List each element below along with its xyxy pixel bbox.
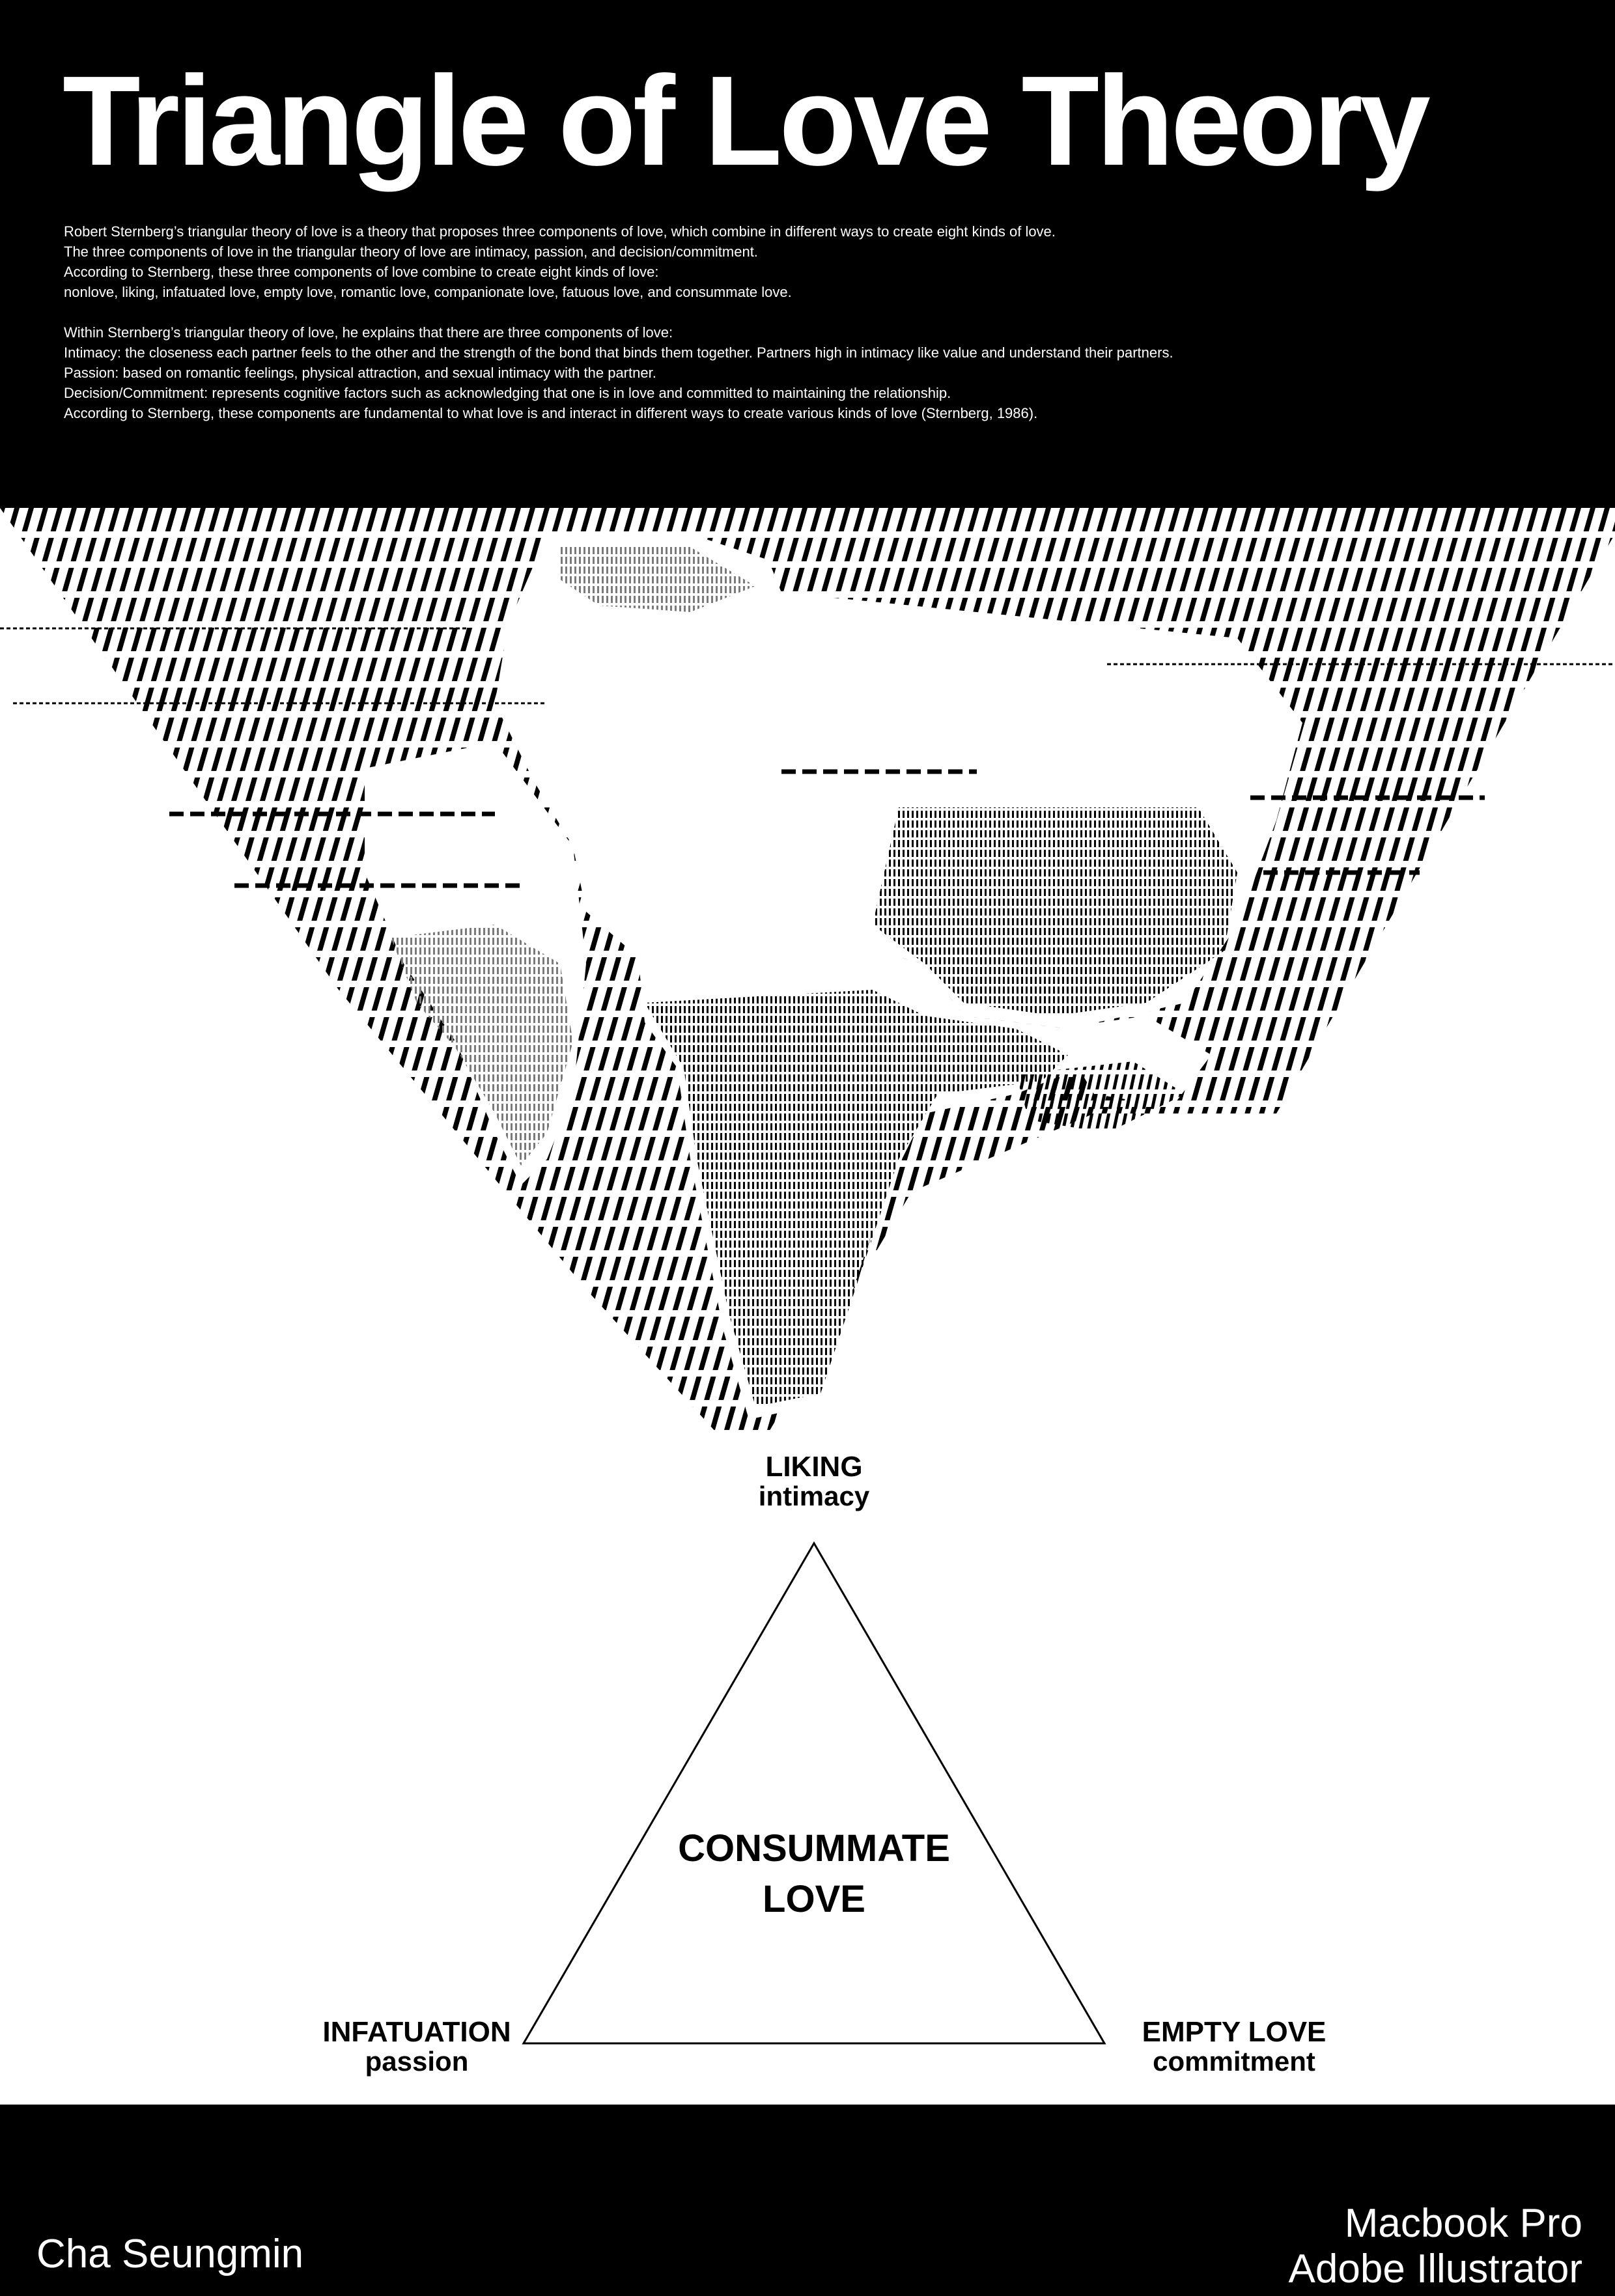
intro-text: Robert Sternberg’s triangular theory of … xyxy=(64,221,1562,423)
intro-line: Robert Sternberg’s triangular theory of … xyxy=(64,223,1056,240)
intro-line: Intimacy: the closeness each partner fee… xyxy=(64,344,1173,361)
commitment-subtitle: commitment xyxy=(1153,2046,1315,2077)
page-title: Triangle of Love Theory xyxy=(63,49,1431,192)
passion-subtitle: passion xyxy=(365,2046,469,2077)
africa-hatch xyxy=(645,990,1068,1407)
author-name: Cha Seungmin xyxy=(36,2232,304,2276)
infatuation-label: INFATUATION passion xyxy=(274,2017,560,2076)
empty-love-label: EMPTY LOVE commitment xyxy=(1101,2017,1368,2076)
liking-label: LIKING intimacy xyxy=(723,1451,905,1512)
hatched-world-map xyxy=(0,508,1615,1446)
center-line-1: CONSUMMATE xyxy=(678,1827,950,1869)
paragraph-gap xyxy=(64,302,1562,322)
intro-line: The three components of love in the tria… xyxy=(64,244,758,260)
america-hatch xyxy=(391,925,573,1166)
consummate-love-label: CONSUMMATE LOVE xyxy=(619,1823,1009,1925)
eurasia-hatch xyxy=(873,807,1237,1016)
intimacy-subtitle: intimacy xyxy=(758,1481,870,1512)
north-hatch xyxy=(560,547,755,612)
device-name: Macbook Pro xyxy=(1344,2201,1582,2246)
world-map-graphic xyxy=(0,508,1615,1433)
footer-band xyxy=(0,2105,1615,2296)
intro-line: Passion: based on romantic feelings, phy… xyxy=(64,365,656,381)
tools-credit: Macbook Pro Adobe Illustrator xyxy=(1289,2201,1582,2292)
intro-line: Within Sternberg’s triangular theory of … xyxy=(64,324,673,341)
map-dash-lines xyxy=(169,769,1485,888)
software-name: Adobe Illustrator xyxy=(1288,2247,1582,2291)
map-thin-lines xyxy=(0,627,1615,705)
love-triangle xyxy=(514,1537,1114,2051)
intro-line: According to Sternberg, these three comp… xyxy=(64,264,659,280)
intro-line: nonlove, liking, infatuated love, empty … xyxy=(64,284,792,300)
liking-title: LIKING xyxy=(765,1451,863,1483)
infatuation-title: INFATUATION xyxy=(322,2016,511,2048)
empty-love-title: EMPTY LOVE xyxy=(1142,2016,1327,2048)
center-line-2: LOVE xyxy=(763,1878,865,1920)
australia-hatch xyxy=(1016,1061,1185,1133)
header-band: Triangle of Love Theory Robert Sternberg… xyxy=(0,0,1615,508)
triangle-outline xyxy=(522,1541,1106,2045)
intro-line: According to Sternberg, these components… xyxy=(64,405,1038,421)
intro-line: Decision/Commitment: represents cognitiv… xyxy=(64,385,951,401)
